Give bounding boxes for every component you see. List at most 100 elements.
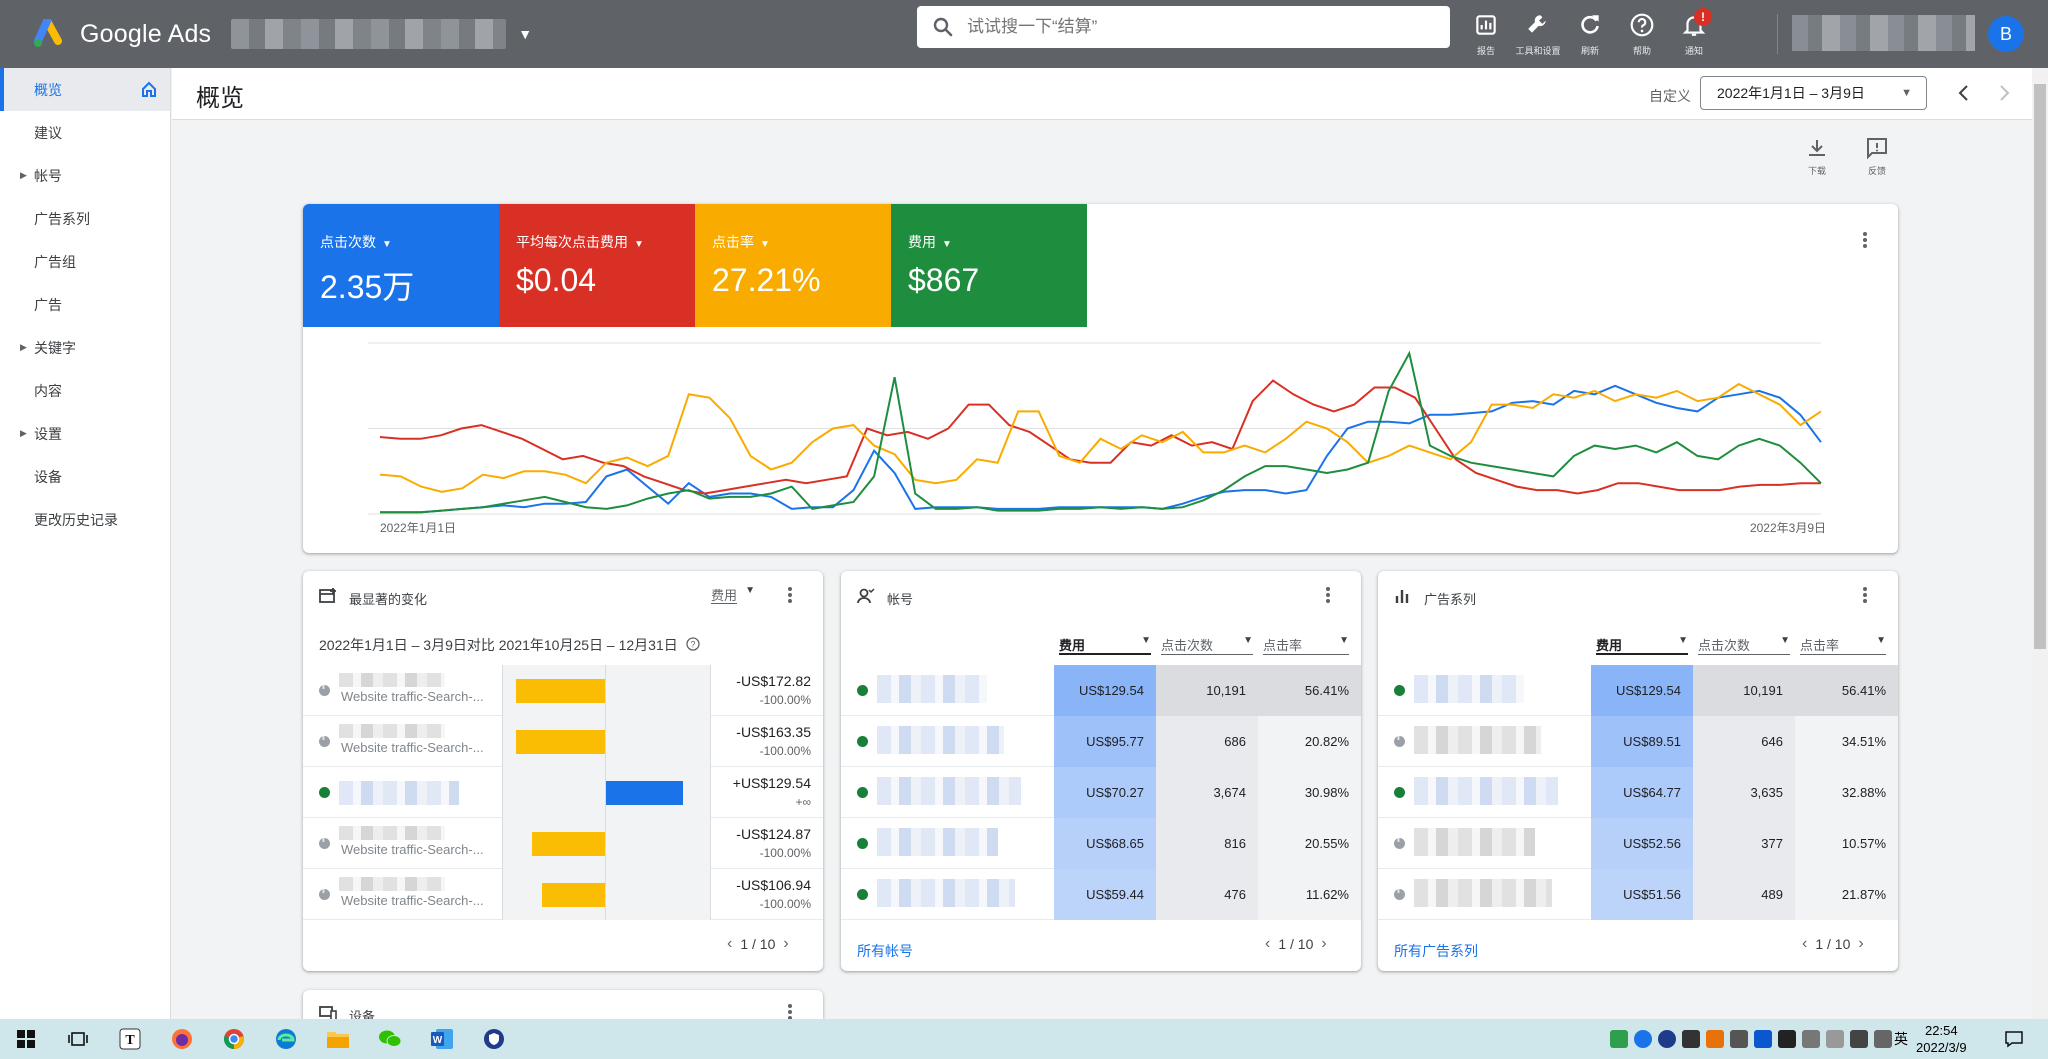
date-range-select[interactable]: 2022年1月1日 – 3月9日 ▼ — [1700, 76, 1927, 110]
page-prev-button[interactable]: ‹ — [727, 935, 733, 952]
file-explorer-app[interactable] — [312, 1019, 364, 1059]
reports-button[interactable]: 报告 — [1460, 0, 1512, 68]
row-name[interactable] — [1414, 828, 1535, 856]
row-name[interactable] — [1414, 726, 1541, 754]
refresh-button[interactable]: 刷新 — [1564, 0, 1616, 68]
network-icon[interactable] — [1874, 1030, 1892, 1048]
chart-more-button[interactable] — [1855, 228, 1875, 252]
table-row[interactable]: US$59.44 476 11.62% — [841, 869, 1361, 920]
column-header-clicks[interactable]: 点击次数 ▼ — [1698, 635, 1790, 655]
sidebar-item-change-history[interactable]: 更改历史记录 — [0, 498, 170, 541]
next-period-button[interactable] — [1990, 78, 2020, 108]
help-circle-icon[interactable]: ? — [685, 637, 700, 651]
accounts-more-button[interactable] — [1318, 583, 1338, 607]
word-app[interactable]: W — [416, 1019, 468, 1059]
tray-app-icon[interactable] — [1802, 1030, 1820, 1048]
column-header-cost[interactable]: 费用 ▼ — [1059, 635, 1151, 655]
row-name[interactable] — [1414, 879, 1552, 907]
row-name[interactable] — [1414, 777, 1558, 805]
sidebar-item-ads[interactable]: 广告 — [0, 283, 170, 326]
table-row[interactable]: Website traffic-Search-... -US$124.87 -100… — [303, 818, 823, 869]
page-prev-button[interactable]: ‹ — [1802, 935, 1808, 952]
typora-app[interactable]: T — [104, 1019, 156, 1059]
tray-app-icon[interactable] — [1730, 1030, 1748, 1048]
table-row[interactable]: US$70.27 3,674 30.98% — [841, 767, 1361, 818]
metric-ctr[interactable]: 点击率 ▼ 27.21% — [695, 204, 891, 327]
search-input[interactable] — [967, 17, 1407, 37]
previous-period-button[interactable] — [1948, 78, 1978, 108]
tray-app-icon[interactable] — [1754, 1030, 1772, 1048]
sidebar-item-keywords[interactable]: ▶ 关键字 — [0, 326, 170, 369]
scrollbar-thumb[interactable] — [2034, 84, 2046, 649]
table-row[interactable]: US$95.77 686 20.82% — [841, 716, 1361, 767]
changes-more-button[interactable] — [780, 583, 800, 607]
table-row[interactable]: +US$129.54 +∞ — [303, 767, 823, 818]
row-name[interactable] — [877, 777, 1021, 805]
row-name[interactable] — [877, 828, 998, 856]
sidebar-item-devices[interactable]: 设备 — [0, 455, 170, 498]
action-center-button[interactable] — [1988, 1019, 2040, 1059]
volume-icon[interactable] — [1850, 1030, 1868, 1048]
column-header-cost[interactable]: 费用 ▼ — [1596, 635, 1688, 655]
all-campaigns-link[interactable]: 所有广告系列 — [1394, 943, 1478, 959]
page-next-button[interactable]: › — [1321, 935, 1327, 952]
input-method-indicator[interactable]: 英 — [1894, 1031, 1908, 1047]
row-name[interactable] — [339, 673, 445, 687]
page-next-button[interactable]: › — [783, 935, 789, 952]
sidebar-item-overview[interactable]: 概览 — [0, 68, 170, 111]
table-row[interactable]: Website traffic-Search-... -US$163.35 -100… — [303, 716, 823, 767]
system-clock[interactable]: 22:54 2022/3/9 — [1916, 1022, 1967, 1056]
account-selector[interactable] — [231, 19, 507, 49]
column-header-ctr[interactable]: 点击率 ▼ — [1263, 635, 1349, 655]
firefox-app[interactable] — [156, 1019, 208, 1059]
notifications-button[interactable]: ! 通知 — [1668, 0, 1720, 68]
row-name[interactable] — [339, 724, 445, 738]
table-row[interactable]: Website traffic-Search-... -US$106.94 -100… — [303, 869, 823, 920]
page-next-button[interactable]: › — [1858, 935, 1864, 952]
download-button[interactable]: 下载 — [1794, 136, 1840, 177]
column-header-clicks[interactable]: 点击次数 ▼ — [1161, 635, 1253, 655]
campaigns-more-button[interactable] — [1855, 583, 1875, 607]
metric-avg-cpc[interactable]: 平均每次点击费用 ▼ $0.04 — [499, 204, 695, 327]
edge-app[interactable] — [260, 1019, 312, 1059]
user-account-info[interactable] — [1792, 15, 1975, 51]
sidebar-item-content[interactable]: 内容 — [0, 369, 170, 412]
all-accounts-link[interactable]: 所有帐号 — [857, 943, 913, 959]
row-name[interactable] — [877, 879, 1015, 907]
row-name[interactable] — [339, 781, 459, 805]
metric-cost[interactable]: 费用 ▼ $867 — [891, 204, 1087, 327]
avatar[interactable]: B — [1988, 16, 2024, 52]
start-button[interactable] — [0, 1019, 52, 1059]
table-row[interactable]: US$68.65 816 20.55% — [841, 818, 1361, 869]
tray-app-icon[interactable] — [1610, 1030, 1628, 1048]
task-view-button[interactable] — [52, 1019, 104, 1059]
table-row[interactable]: US$129.54 10,191 56.41% — [841, 665, 1361, 716]
help-button[interactable]: 帮助 — [1616, 0, 1668, 68]
row-name[interactable] — [339, 826, 445, 840]
sidebar-item-recommendations[interactable]: 建议 — [0, 111, 170, 154]
feedback-button[interactable]: 反馈 — [1854, 136, 1900, 177]
table-row[interactable]: US$129.54 10,191 56.41% — [1378, 665, 1898, 716]
metric-clicks[interactable]: 点击次数 ▼ 2.35万 — [303, 204, 499, 327]
google-ads-logo[interactable]: Google Ads — [34, 19, 211, 49]
table-row[interactable]: Website traffic-Search-... -US$172.82 -100… — [303, 665, 823, 716]
tray-app-icon[interactable] — [1778, 1030, 1796, 1048]
tools-settings-button[interactable]: 工具和设置 — [1512, 0, 1564, 68]
tray-app-icon[interactable] — [1706, 1030, 1724, 1048]
page-prev-button[interactable]: ‹ — [1265, 935, 1271, 952]
sidebar-item-campaigns[interactable]: 广告系列 — [0, 197, 170, 240]
search-box[interactable] — [917, 6, 1450, 48]
sidebar-item-settings[interactable]: ▶ 设置 — [0, 412, 170, 455]
tray-app-icon[interactable] — [1658, 1030, 1676, 1048]
wechat-app[interactable] — [364, 1019, 416, 1059]
row-name[interactable] — [877, 726, 1004, 754]
metric-select[interactable]: 费用 ▼ — [711, 585, 755, 605]
tray-app-icon[interactable] — [1682, 1030, 1700, 1048]
tray-app-icon[interactable] — [1826, 1030, 1844, 1048]
sidebar-item-ad-groups[interactable]: 广告组 — [0, 240, 170, 283]
row-name[interactable] — [1414, 675, 1524, 703]
row-name[interactable] — [877, 675, 987, 703]
